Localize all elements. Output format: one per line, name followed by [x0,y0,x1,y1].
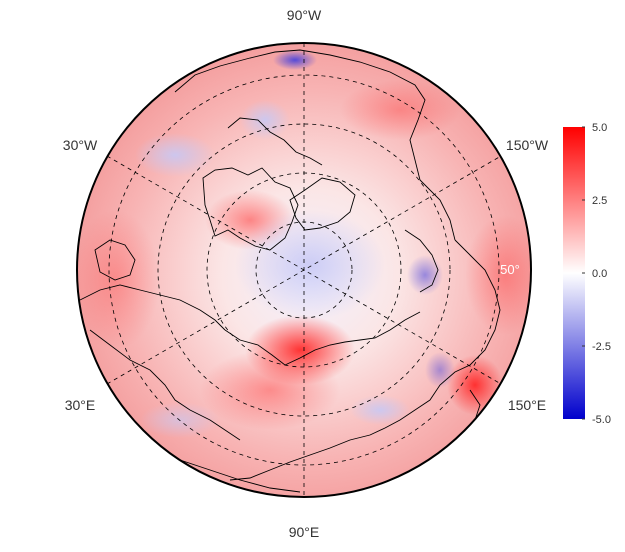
colorbar: 5.0 2.5 0.0 -2.5 -5.0 [563,122,611,426]
colorbar-tick-label: -2.5 [592,341,611,353]
lon-label-top: 90°W [287,7,322,23]
cool-anomaly-arctic-ocean [235,210,385,320]
canadian-archipelago [289,177,356,231]
lon-label-bottom: 90°E [289,524,320,540]
latitude-circle-60 [157,123,451,417]
chukotka-coast [404,229,439,293]
warm-anomaly-alaska [340,80,460,140]
cool-anomaly-east-siberia [407,255,443,295]
lon-label-lower-left: 30°E [65,397,96,413]
japan-coast [469,389,481,421]
baffin-coast [227,117,323,166]
latitude-circle-50 [108,74,500,466]
colorbar-ramp [563,127,585,419]
meridian-30e-150w [106,155,502,385]
siberia-arctic-coast [224,311,421,366]
warm-anomaly-central-asia [200,350,340,430]
map-boundary [76,42,532,498]
warm-anomaly-pacific [465,215,531,335]
graticule [106,43,502,497]
lon-label-lower-right: 150°E [508,397,546,413]
colorbar-tick-label: 5.0 [592,122,607,134]
cool-anomaly-kamchatka [425,352,455,388]
cool-anomaly-hudson [273,50,317,70]
cool-anomaly-baffin [240,100,290,140]
lat-label: 50° [500,262,520,277]
greenland-coast [202,167,299,251]
colorbar-tick-label: 0.0 [592,268,607,280]
lon-label-upper-right: 150°W [506,137,549,153]
europe-borders [89,329,241,441]
cool-anomaly-labrador-sea [135,133,215,177]
north-america-coast [174,49,456,241]
asia-pacific-coast [229,239,501,481]
colorbar-ticks: 5.0 2.5 0.0 -2.5 -5.0 [582,122,611,426]
map-disc [77,43,531,497]
cool-anomaly-mongolia [350,395,410,425]
british-isles [94,239,136,281]
colorbar-tick-label: -5.0 [592,414,611,426]
colorbar-tick-label: 2.5 [592,195,607,207]
lon-label-upper-left: 30°W [63,137,98,153]
